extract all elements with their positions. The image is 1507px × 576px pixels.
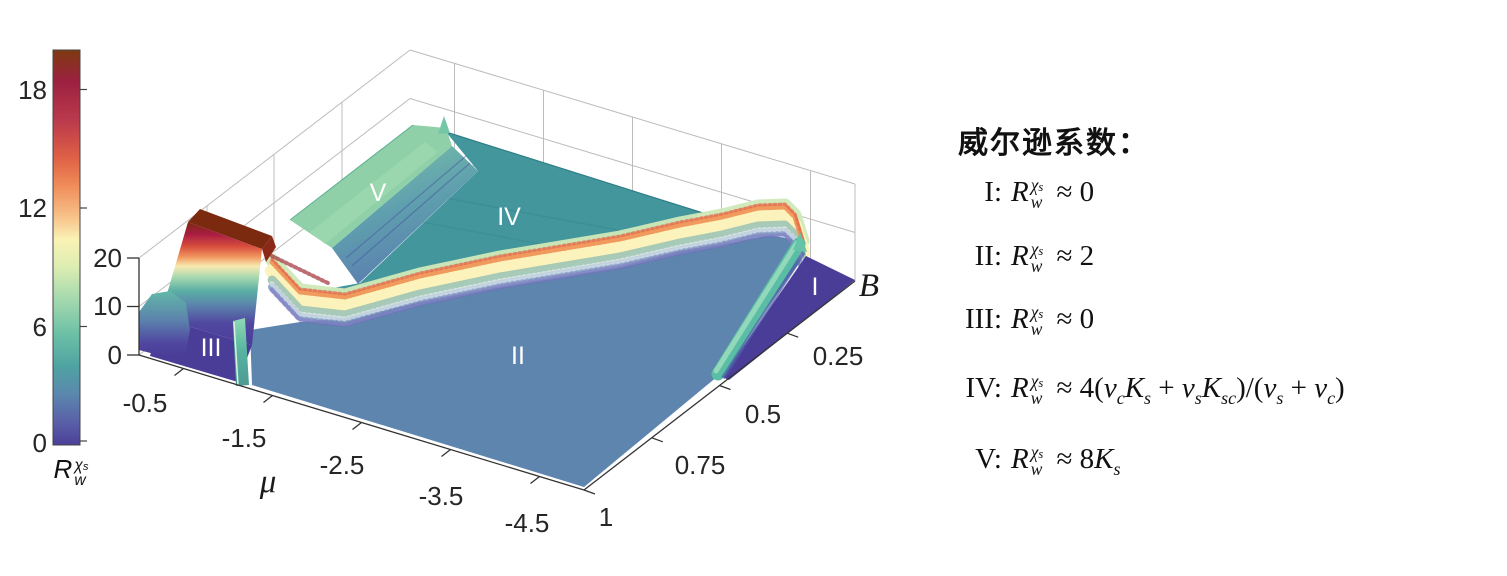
b-axis-label: B (859, 268, 879, 304)
legend-line-number: IV: (965, 372, 1002, 404)
colorbar-tick-6: 6 (33, 312, 47, 342)
region-label-iii: III (201, 334, 222, 362)
legend-line-number: III: (964, 303, 1002, 335)
legend-line-number: V: (975, 443, 1002, 475)
legend-title: 威尔逊系数： (958, 127, 1150, 160)
surface-region-iii (139, 291, 252, 386)
surface-region-v (289, 116, 478, 284)
surface-region-ii (250, 235, 805, 487)
surface-v-spike (438, 116, 450, 134)
mu-axis-label: μ (259, 464, 277, 500)
colorbar-tick-18: 18 (18, 75, 47, 105)
mu-axis-ticks: -0.5 -1.5 -2.5 -3.5 -4.5 (123, 388, 550, 538)
mu-tick-4: -3.5 (419, 481, 464, 511)
z-tick-10: 10 (93, 291, 122, 321)
legend-line-number: II: (974, 240, 1002, 272)
region-label-iv: IV (497, 203, 521, 231)
region-label-v: V (370, 179, 387, 207)
mu-tick-5: -4.5 (505, 508, 550, 538)
surface-rainbow-ridge (265, 198, 810, 328)
b-tick-05: 0.5 (745, 399, 781, 429)
z-axis-ticks: 0 10 20 (93, 243, 122, 370)
b-tick-025: 0.25 (813, 341, 864, 371)
z-tick-0: 0 (108, 340, 122, 370)
mu-tick-3: -2.5 (320, 450, 365, 480)
colorbar-tick-0: 0 (33, 428, 47, 458)
mu-tick-2: -1.5 (222, 423, 267, 453)
region-label-ii: II (511, 342, 525, 370)
surface-i-spike (793, 232, 807, 252)
region-label-i: I (812, 273, 819, 301)
surface-region-i (711, 232, 855, 381)
b-tick-1: 1 (599, 502, 613, 532)
axis-lines (127, 257, 856, 495)
region-labels: III V IV II I (201, 179, 819, 370)
surface-left-skirt (139, 291, 190, 356)
colorbar-tick-12: 12 (18, 193, 47, 223)
mu-tick-1: -0.5 (123, 388, 168, 418)
surface-plot: 0 10 20 -0.5 -1.5 -2.5 -3.5 -4.5 0.25 0.… (18, 49, 879, 538)
z-tick-20: 20 (93, 243, 122, 273)
b-axis-ticks: 0.25 0.5 0.75 1 (599, 341, 864, 532)
legend-line-number: I: (984, 176, 1002, 208)
b-tick-075: 0.75 (675, 450, 726, 480)
colorbar: 18 12 6 0 (18, 49, 87, 458)
